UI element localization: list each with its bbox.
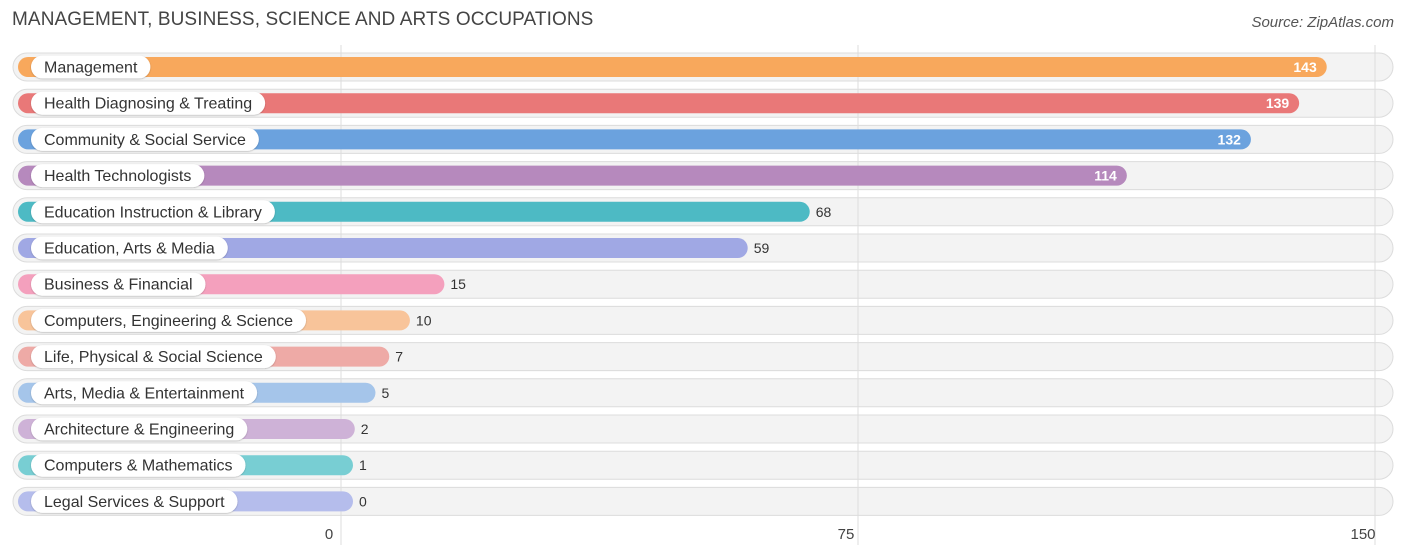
value-label: 114: [1094, 168, 1117, 184]
category-label: Management: [44, 60, 138, 77]
value-label: 2: [361, 421, 369, 437]
x-tick-label: 150: [1350, 526, 1375, 543]
category-label: Community & Social Service: [44, 132, 246, 149]
value-label: 59: [754, 240, 770, 256]
category-label: Business & Financial: [44, 277, 193, 294]
row-track: [12, 450, 1394, 480]
category-label-pill: [31, 127, 259, 151]
value-label: 15: [450, 276, 466, 292]
category-label-pill: [31, 453, 246, 477]
bar: [18, 165, 1127, 186]
category-label: Computers, Engineering & Science: [44, 313, 293, 330]
x-tick-label: 75: [838, 526, 855, 543]
value-label: 139: [1266, 95, 1290, 111]
bars: Management 143 Health Diagnosing & Treatin…: [18, 55, 1327, 513]
category-label-pill: [31, 91, 266, 115]
category-label: Architecture & Engineering: [44, 422, 234, 439]
value-label: 143: [1293, 59, 1317, 75]
category-label-pill: [31, 381, 258, 405]
category-label: Health Diagnosing & Treating: [44, 96, 252, 113]
category-label-pill: [31, 417, 248, 441]
category-label-pill: [31, 489, 238, 513]
category-label: Education Instruction & Library: [44, 204, 262, 221]
category-label-pill: [31, 345, 276, 369]
value-label: 7: [395, 349, 403, 365]
category-label-pill: [31, 164, 205, 188]
category-label: Arts, Media & Entertainment: [44, 385, 245, 402]
category-label-pill: [31, 200, 275, 224]
category-label-pill: [31, 272, 206, 296]
category-label: Education, Arts & Media: [44, 241, 215, 258]
value-label: 1: [359, 457, 367, 473]
bar: [18, 57, 1327, 77]
value-label: 0: [359, 493, 367, 509]
row-track: [12, 486, 1394, 516]
chart-title: MANAGEMENT, BUSINESS, SCIENCE AND ARTS O…: [12, 9, 594, 30]
value-label: 132: [1218, 131, 1242, 147]
category-label: Legal Services & Support: [44, 494, 225, 511]
bar: [18, 129, 1251, 150]
value-label: 10: [416, 312, 432, 328]
source-credit: Source: ZipAtlas.com: [1251, 14, 1394, 31]
bar: [18, 93, 1300, 114]
value-label: 68: [816, 204, 832, 220]
category-label: Life, Physical & Social Science: [44, 349, 263, 366]
category-label: Computers & Mathematics: [44, 458, 233, 475]
category-label-pill: [31, 308, 307, 332]
category-label-pill: [31, 55, 151, 79]
category-label-pill: [31, 236, 228, 260]
category-label: Health Technologists: [44, 168, 191, 185]
x-tick-label: 0: [325, 526, 333, 543]
row-track: [12, 414, 1394, 444]
value-label: 5: [381, 385, 389, 401]
